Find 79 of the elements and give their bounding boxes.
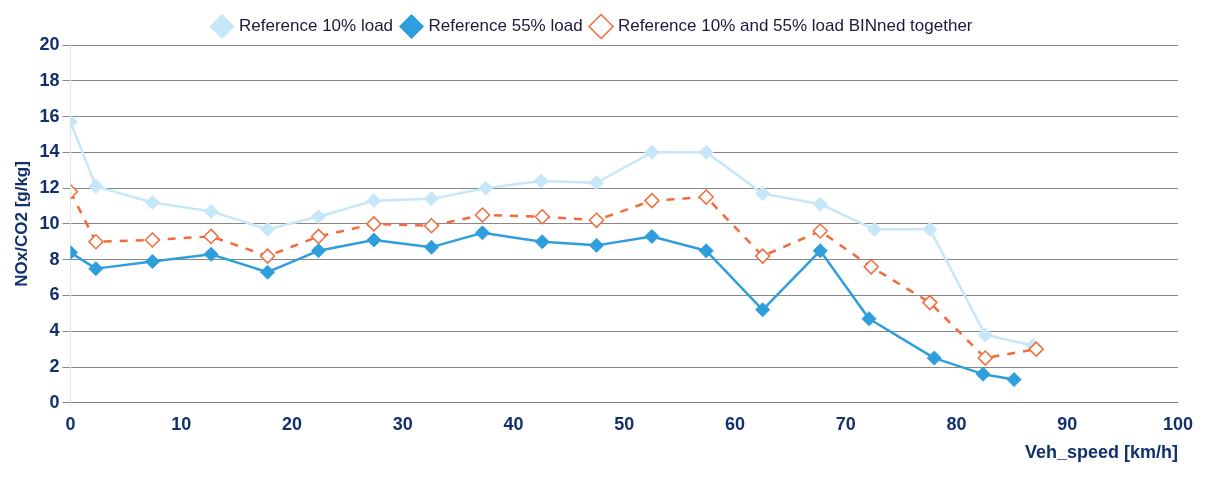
y-tick-label: 0 — [49, 391, 60, 412]
y-tick-label: 2 — [49, 355, 60, 376]
point — [144, 232, 161, 248]
point — [260, 264, 276, 280]
point — [88, 234, 104, 250]
legend-label: Reference 55% load — [428, 16, 583, 36]
point — [863, 259, 879, 275]
point — [812, 243, 828, 259]
x-tick-label: 40 — [503, 413, 524, 434]
point — [260, 221, 276, 237]
x-tick-label: 10 — [171, 413, 192, 434]
point — [310, 228, 327, 245]
y-axis-title: NOx/CO2 [g/kg] — [11, 161, 31, 287]
point — [922, 221, 938, 237]
point — [977, 350, 994, 366]
y-tick-label: 10 — [39, 212, 60, 233]
point — [755, 185, 771, 201]
point — [144, 194, 160, 210]
point — [423, 191, 439, 207]
point — [423, 239, 439, 255]
x-tick-label: 50 — [614, 413, 635, 434]
point — [366, 193, 382, 209]
x-tick-label: 80 — [946, 413, 967, 434]
y-tick-label: 14 — [39, 141, 60, 162]
point — [88, 178, 104, 194]
point — [698, 144, 714, 160]
point — [755, 302, 771, 318]
point — [366, 232, 382, 248]
point — [698, 243, 714, 259]
point — [644, 228, 660, 244]
x-tick-label: 90 — [1057, 413, 1078, 434]
legend-label: Reference 10% and 55% load BINned together — [618, 16, 973, 36]
x-tick-label: 20 — [281, 413, 302, 434]
y-tick-label: 20 — [39, 33, 60, 54]
point — [478, 180, 494, 196]
point — [754, 248, 771, 264]
point — [975, 366, 991, 382]
legend-label: Reference 10% load — [239, 16, 394, 36]
point — [698, 189, 714, 205]
point — [861, 311, 877, 327]
y-tick-label: 16 — [39, 105, 60, 126]
point — [474, 207, 491, 223]
point — [474, 225, 490, 241]
point — [311, 243, 327, 259]
point — [311, 209, 327, 225]
x-tick-label: 30 — [392, 413, 413, 434]
point — [644, 192, 660, 209]
y-tick-label: 6 — [49, 284, 60, 305]
point — [922, 294, 938, 311]
y-tick-label: 4 — [49, 320, 60, 341]
point — [203, 203, 219, 219]
point — [533, 173, 549, 189]
y-tick-label: 8 — [49, 248, 60, 269]
x-axis-title: Veh_speed [km/h] — [1024, 442, 1178, 463]
point — [203, 246, 219, 262]
point — [144, 253, 160, 269]
point — [812, 196, 828, 212]
y-tick-label: 18 — [39, 69, 60, 90]
point — [977, 327, 993, 343]
point — [1006, 372, 1022, 388]
point — [203, 228, 219, 245]
y-tick-label: 12 — [39, 177, 60, 198]
point — [534, 208, 550, 225]
point — [588, 212, 605, 229]
point — [366, 216, 382, 232]
point — [589, 237, 605, 253]
point — [644, 144, 660, 160]
point — [88, 261, 104, 277]
x-tick-label: 0 — [65, 413, 76, 434]
point — [259, 248, 276, 264]
point — [867, 221, 883, 237]
point — [926, 350, 942, 366]
point — [423, 217, 440, 234]
x-tick-label: 100 — [1162, 413, 1194, 434]
x-tick-label: 70 — [835, 413, 856, 434]
x-tick-label: 60 — [724, 413, 745, 434]
point — [534, 234, 550, 250]
point — [812, 223, 828, 239]
point — [589, 175, 605, 191]
